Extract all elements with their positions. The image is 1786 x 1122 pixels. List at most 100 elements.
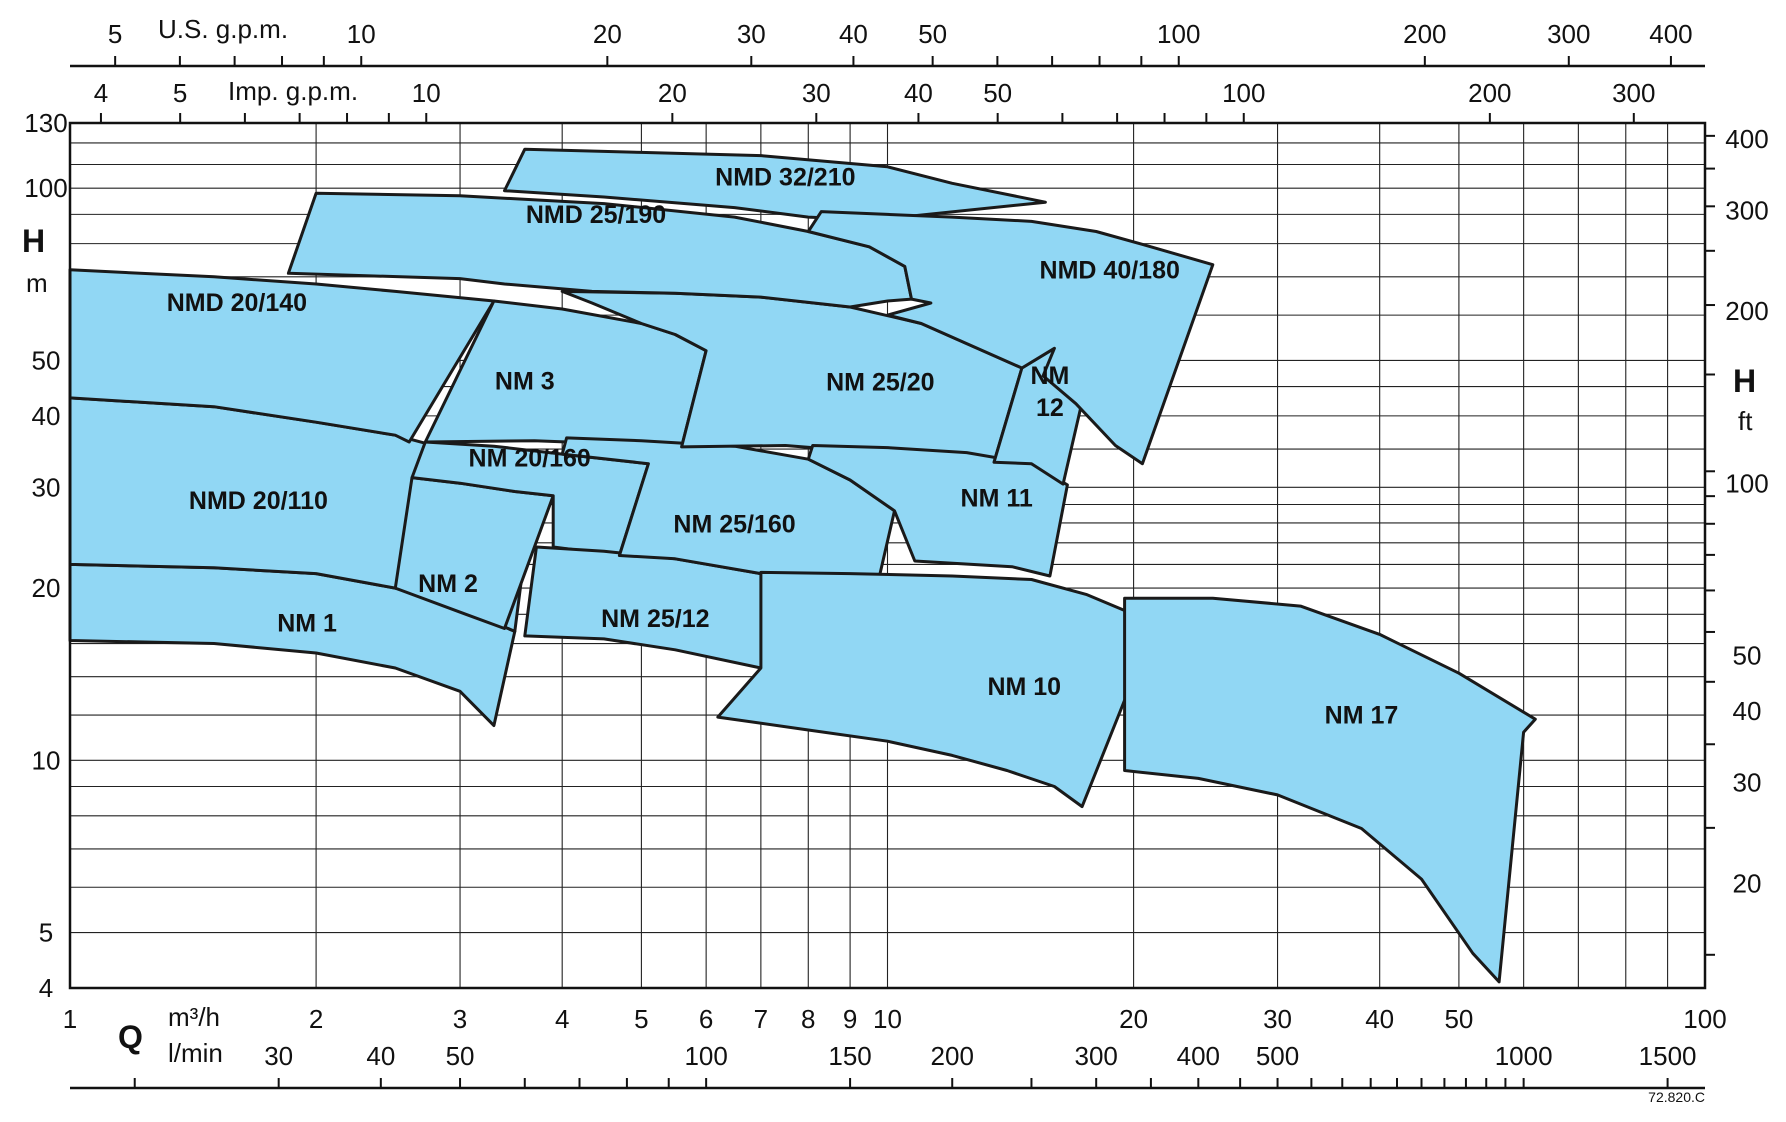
x-bottom-tick-label: 6 xyxy=(699,1004,713,1034)
pump-regions xyxy=(68,147,1537,984)
x-bottom-tick-label: 100 xyxy=(1683,1004,1726,1034)
x-bottom-tick-label: 5 xyxy=(634,1004,648,1034)
y-right-tick-label: 30 xyxy=(1733,768,1762,798)
pump-region-label: NM 11 xyxy=(961,484,1033,512)
pump-region-label: NMD 20/140 xyxy=(167,289,307,317)
pump-region-label: NM 3 xyxy=(495,367,555,395)
us-gpm-tick-label: 100 xyxy=(1157,19,1200,49)
x-bottom-tick-label: 50 xyxy=(1444,1004,1473,1034)
lmin-tick-label: 1500 xyxy=(1639,1041,1697,1071)
y-left-tick-label: 4 xyxy=(39,973,53,1003)
pump-region-label: NMD 32/210 xyxy=(715,164,855,192)
us-gpm-tick-label: 50 xyxy=(918,19,947,49)
pump-region-label: NM 25/160 xyxy=(673,511,795,539)
imp-gpm-tick-label: 50 xyxy=(983,78,1012,108)
x-bottom-tick-label: 1 xyxy=(63,1004,77,1034)
y-right-tick-label: 400 xyxy=(1725,124,1768,154)
pump-region xyxy=(68,268,496,444)
y-right-tick-label: 300 xyxy=(1725,195,1768,225)
pump-region xyxy=(1123,596,1537,984)
pump-region xyxy=(806,444,1069,578)
q-axis-symbol: Q xyxy=(118,1019,143,1055)
figure-code: 72.820.C xyxy=(1648,1089,1705,1105)
y-right-tick-label: 200 xyxy=(1725,296,1768,326)
y-left-symbol: H xyxy=(22,223,45,259)
y-left-tick-label: 40 xyxy=(32,401,61,431)
lmin-tick-label: 300 xyxy=(1074,1041,1117,1071)
pump-region-label: NM 25/12 xyxy=(601,605,709,633)
lmin-tick-label: 100 xyxy=(684,1041,727,1071)
imp-gpm-tick-label: 300 xyxy=(1612,78,1655,108)
x-bottom-tick-label: 9 xyxy=(843,1004,857,1034)
imp-gpm-tick-label: 40 xyxy=(904,78,933,108)
x-bottom-tick-label: 4 xyxy=(555,1004,569,1034)
pump-region-label: NM 10 xyxy=(987,673,1061,701)
pump-region-label: NM 12 xyxy=(1030,362,1069,422)
y-left-tick-label: 100 xyxy=(24,173,67,203)
y-left-tick-label: 50 xyxy=(32,345,61,375)
imp-gpm-tick-label: 5 xyxy=(173,78,187,108)
pump-region-label: NM 25/20 xyxy=(826,368,934,396)
us-gpm-tick-label: 400 xyxy=(1649,19,1692,49)
x-bottom-tick-label: 3 xyxy=(453,1004,467,1034)
y-right-tick-label: 50 xyxy=(1733,641,1762,671)
us-gpm-tick-label: 200 xyxy=(1403,19,1446,49)
pump-region-label: NMD 25/190 xyxy=(526,201,666,229)
imp-gpm-tick-label: 10 xyxy=(412,78,441,108)
pump-region xyxy=(503,147,1047,222)
pump-region xyxy=(286,191,913,309)
lmin-tick-label: 500 xyxy=(1256,1041,1299,1071)
us-gpm-tick-label: 300 xyxy=(1547,19,1590,49)
us-gpm-tick-label: 40 xyxy=(839,19,868,49)
us-gpm-tick-label: 10 xyxy=(347,19,376,49)
y-right-tick-label: 40 xyxy=(1733,696,1762,726)
pump-region-label: NM 17 xyxy=(1325,701,1399,729)
pump-region-label: NM 20/160 xyxy=(469,445,591,473)
x-top-us-unit: U.S. g.p.m. xyxy=(158,14,288,44)
pump-region xyxy=(716,570,1153,809)
lmin-tick-label: 50 xyxy=(446,1041,475,1071)
imp-gpm-tick-label: 100 xyxy=(1222,78,1265,108)
lmin-tick-label: 200 xyxy=(931,1041,974,1071)
x-bottom-tick-label: 10 xyxy=(873,1004,902,1034)
label-layer: NM 1 NMD 20/110 NMD 20/140 NM 2 NM 20/160 NM … xyxy=(167,164,1399,730)
y-left-tick-label: 130 xyxy=(24,108,67,138)
imp-gpm-tick-label: 4 xyxy=(94,78,108,108)
lmin-tick-label: 40 xyxy=(366,1041,395,1071)
imp-gpm-tick-label: 200 xyxy=(1468,78,1511,108)
pump-region-label: NMD 20/110 xyxy=(189,487,328,515)
lmin-tick-label: 400 xyxy=(1177,1041,1220,1071)
us-gpm-tick-label: 20 xyxy=(593,19,622,49)
pump-region-label: NMD 40/180 xyxy=(1040,257,1180,285)
y-right-tick-label: 100 xyxy=(1725,468,1768,498)
pump-region xyxy=(806,210,1215,466)
y-left-tick-label: 20 xyxy=(32,573,61,603)
x-top-imp-unit: Imp. g.p.m. xyxy=(228,76,358,106)
y-right-tick-label: 20 xyxy=(1733,868,1762,898)
imp-gpm-tick-label: 30 xyxy=(802,78,831,108)
lmin-tick-label: 30 xyxy=(264,1041,293,1071)
x-bottom-secondary-unit: l/min xyxy=(168,1038,223,1068)
y-left-unit: m xyxy=(26,268,48,298)
y-right-symbol: H xyxy=(1733,363,1756,399)
imp-gpm-tick-label: 20 xyxy=(658,78,687,108)
lmin-tick-label: 1000 xyxy=(1495,1041,1553,1071)
us-gpm-tick-label: 5 xyxy=(108,19,122,49)
x-bottom-tick-label: 40 xyxy=(1365,1004,1394,1034)
us-gpm-tick-label: 30 xyxy=(737,19,766,49)
x-bottom-tick-label: 30 xyxy=(1263,1004,1292,1034)
y-right-unit: ft xyxy=(1738,406,1753,436)
y-left-tick-label: 30 xyxy=(32,472,61,502)
x-bottom-tick-label: 7 xyxy=(754,1004,768,1034)
x-bottom-primary-unit: m³/h xyxy=(168,1002,220,1032)
x-bottom-tick-label: 8 xyxy=(801,1004,815,1034)
x-bottom-tick-label: 20 xyxy=(1119,1004,1148,1034)
pump-region-label: NM 2 xyxy=(418,570,478,598)
x-bottom-tick-label: 2 xyxy=(309,1004,323,1034)
pump-region-label: NM 1 xyxy=(277,609,337,637)
y-left-tick-label: 5 xyxy=(39,918,53,948)
y-left-tick-label: 10 xyxy=(32,745,61,775)
lmin-tick-label: 150 xyxy=(828,1041,871,1071)
